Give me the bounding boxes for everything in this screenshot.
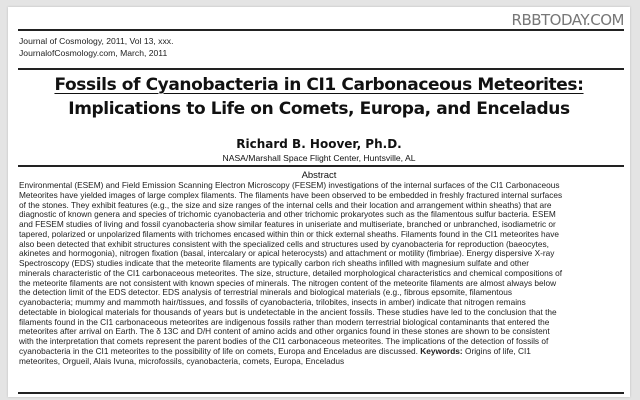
watermark-logo: RBBTODAY.COM	[511, 11, 625, 29]
abstract-line: the meteorite filaments are not consiste…	[19, 277, 557, 288]
abstract-line: cyanobacteria; mummy and mammoth hair/ti…	[19, 297, 526, 307]
abstract-line: minerals characteristic of the CI1 carbo…	[19, 267, 563, 278]
affiliation: NASA/Marshall Space Flight Center, Hunts…	[222, 153, 416, 163]
abstract-line: Meteorites have yielded images of large …	[19, 189, 563, 200]
abstract-line: akinetes and hormogonia), nitrogen fixat…	[19, 248, 555, 259]
journal-citation: Journal of Cosmology, 2011, Vol 13, xxx.…	[19, 35, 173, 59]
bottom-rule	[18, 392, 624, 394]
abstract-line: also been detected that exhibit structur…	[19, 238, 549, 249]
abstract-line: diagnostic of known genera and species o…	[19, 209, 556, 220]
abstract-line: Environmental (ESEM) and Field Emission …	[19, 180, 560, 190]
keywords-text: Origins of life, CI1	[464, 345, 531, 356]
journal-line-2: JournalofCosmology.com, March, 2011	[19, 48, 168, 58]
document-page: Journal of Cosmology, 2011, Vol 13, xxx.…	[8, 7, 630, 397]
abstract-line: filaments found in the CI1 carbonaceous …	[19, 316, 550, 327]
abstract-line-text: cyanobacteria in the CI1 meteorites to t…	[19, 345, 418, 356]
abstract-heading: Abstract	[301, 170, 337, 181]
abstract-line: the detection limit of the EDS detector.…	[19, 287, 512, 298]
title-line-1: Fossils of Cyanobacteria in CI1 Carbonac…	[54, 75, 584, 95]
top-rule	[18, 29, 624, 31]
abstract-rule	[18, 165, 624, 167]
abstract-line: of the stones. They exhibit features (e.…	[19, 199, 552, 210]
abstract-line: detectable in biological materials for t…	[19, 306, 557, 317]
abstract-line: with the interpretation that comets repr…	[19, 336, 549, 346]
header-rule	[18, 68, 624, 70]
author: Richard B. Hoover, Ph.D.	[236, 137, 402, 151]
abstract-line: Spectroscopy (EDS) studies indicate that…	[19, 258, 530, 268]
abstract-line: meteorites after arrival on Earth. The δ…	[19, 326, 550, 337]
abstract-line: and FESEM studies of living and fossil c…	[19, 219, 556, 229]
abstract-line: tapered, polarized or unpolarized filame…	[19, 228, 560, 239]
abstract-line: cyanobacteria in the CI1 meteorites to t…	[19, 345, 629, 357]
keywords-line: meteorites, Orgueil, Alais Ivuna, microf…	[19, 355, 345, 366]
keywords-label: Keywords:	[420, 345, 463, 356]
abstract-body: Environmental (ESEM) and Field Emission …	[19, 180, 629, 366]
journal-line-1: Journal of Cosmology, 2011, Vol 13, xxx.	[19, 36, 174, 46]
title-line-2: Implications to Life on Comets, Europa, …	[68, 99, 570, 119]
